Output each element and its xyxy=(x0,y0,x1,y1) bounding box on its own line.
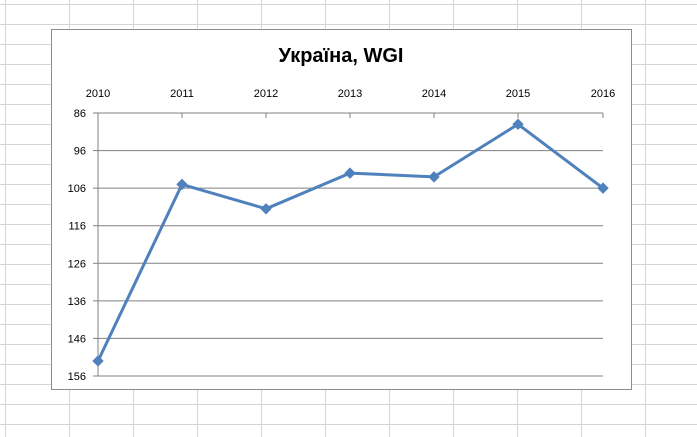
x-tick-label: 2010 xyxy=(86,88,110,100)
y-tick-label: 126 xyxy=(68,258,86,270)
x-tick-label: 2014 xyxy=(422,88,446,100)
data-point-2011 xyxy=(176,178,188,191)
data-point-2015 xyxy=(512,118,524,130)
y-tick-label: 86 xyxy=(74,108,86,120)
data-point-2014 xyxy=(428,171,440,183)
data-point-2012 xyxy=(260,203,272,215)
y-tick-label: 96 xyxy=(74,146,86,158)
chart-area: Україна, WGI 86 96 106 116 126 136 146 156 2010 20… xyxy=(51,29,632,390)
series-line xyxy=(96,122,604,362)
data-point-2016 xyxy=(597,182,609,194)
y-tick-label: 136 xyxy=(68,296,86,308)
x-tick-label: 2015 xyxy=(506,88,530,100)
y-tick-label: 116 xyxy=(68,221,86,233)
data-point-2010 xyxy=(92,355,104,367)
y-tick-label: 106 xyxy=(68,183,86,195)
data-point-2013 xyxy=(344,167,356,179)
x-tick-label: 2012 xyxy=(254,88,278,100)
x-tick-label: 2016 xyxy=(591,88,615,100)
chart-title: Україна, WGI xyxy=(279,45,404,67)
y-tick-label: 156 xyxy=(68,371,86,383)
x-tick-label: 2013 xyxy=(338,88,362,100)
y-tick-label: 146 xyxy=(68,333,86,345)
x-tick-label: 2011 xyxy=(170,88,194,100)
